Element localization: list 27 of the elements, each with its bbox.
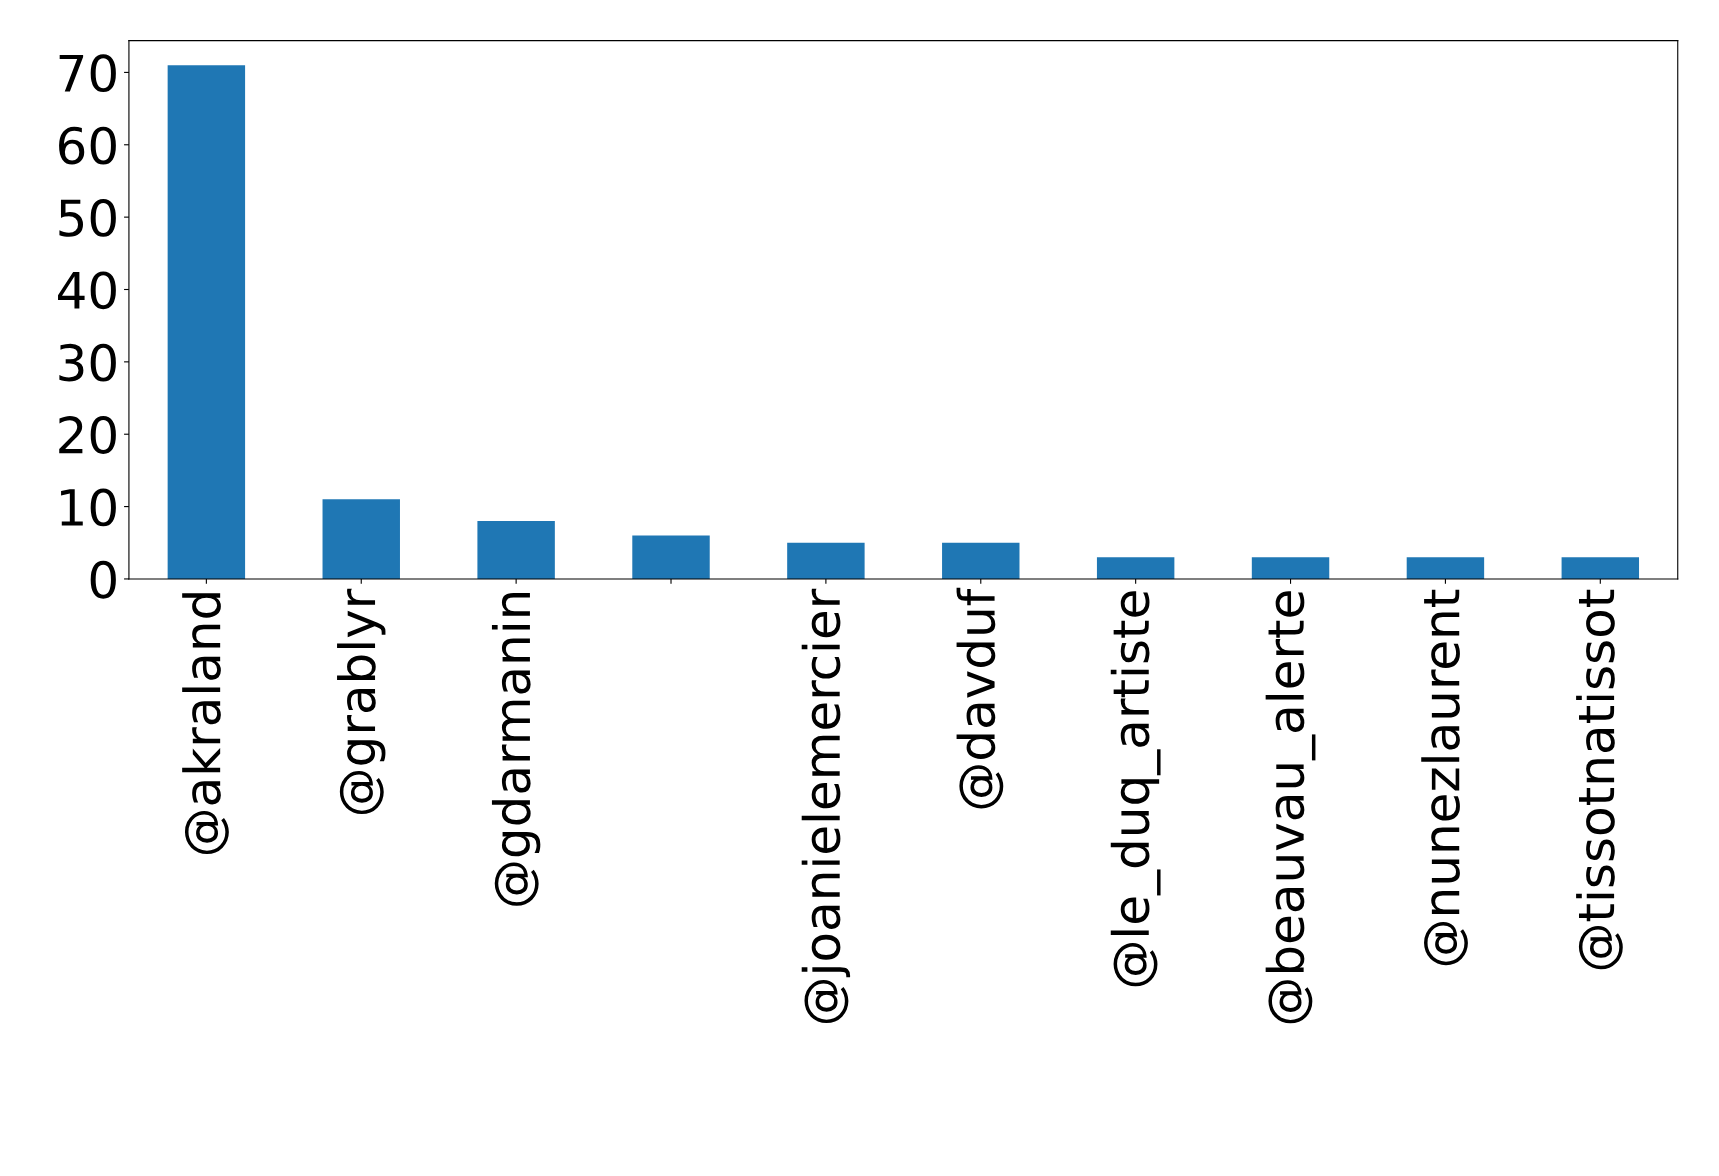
y-tick-label: 40 (58, 271, 116, 310)
y-tick-label: 70 (59, 54, 116, 93)
y-tick-label: 20 (59, 416, 116, 454)
bar (787, 542, 865, 579)
x-tick-label: @beauvau_alerte (1265, 591, 1316, 1024)
y-tick-label: 0 (90, 560, 116, 599)
bar (477, 521, 555, 579)
bar (942, 542, 1020, 579)
bar (632, 535, 710, 579)
bar (1251, 557, 1330, 579)
x-tick-label: @joanielemercier (801, 588, 851, 1024)
bar (167, 65, 246, 579)
bar (1096, 557, 1175, 579)
y-tick-label: 60 (59, 126, 116, 165)
x-tick-label: @gdarmanin (491, 592, 541, 906)
x-tick-label: @nunezlaurent (1421, 589, 1468, 966)
bar (1406, 557, 1485, 579)
y-tick-label: 30 (59, 343, 116, 382)
bar (322, 499, 400, 579)
x-tick-label: @akraland (182, 593, 229, 855)
y-tick-label: 50 (59, 199, 116, 237)
x-tick-label: @davduf (956, 587, 1004, 809)
bar (1561, 557, 1640, 579)
x-tick-label: @tissotnatissot (1576, 589, 1623, 970)
x-tick-label: @grablyr (337, 588, 386, 815)
y-tick-label: 10 (61, 488, 116, 527)
x-tick-label: @le_duq_artiste (1110, 591, 1161, 987)
